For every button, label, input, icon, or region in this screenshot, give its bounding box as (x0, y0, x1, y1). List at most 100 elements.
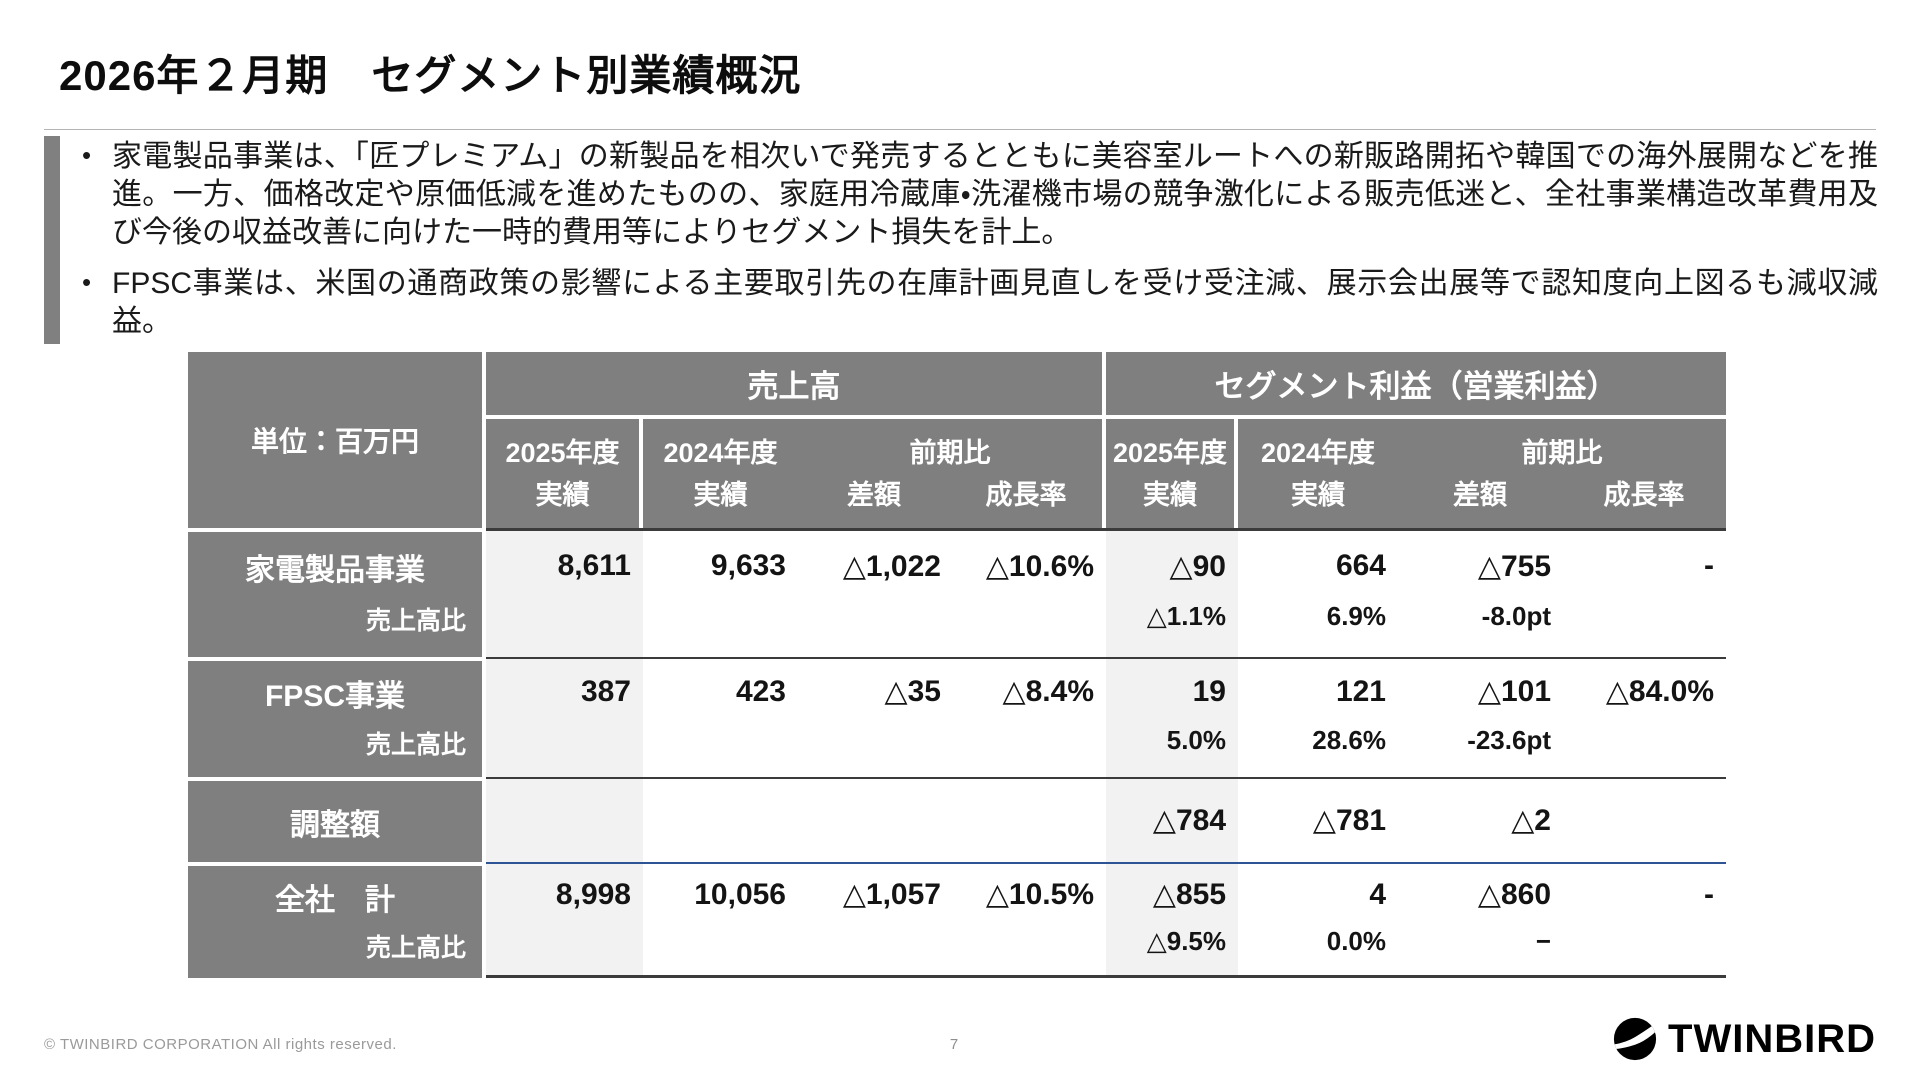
profit-group-header: セグメント利益（営業利益） (1106, 352, 1726, 419)
cell-subvalue (643, 926, 798, 975)
cell-subvalue (798, 601, 953, 657)
cell-subvalue (953, 926, 1106, 975)
col-header-actual: 実績 (693, 480, 748, 510)
table-cell: △860 − (1398, 862, 1563, 978)
table-cell: △1,022 (798, 528, 953, 657)
col-header-prev-pair: 差額 成長率 (798, 473, 1102, 512)
table-cell: △781 (1238, 777, 1398, 862)
cell-value: △755 (1477, 549, 1551, 583)
table-cell (1563, 777, 1726, 862)
table-cell: 4 0.0% (1238, 862, 1398, 978)
table-cell: 423 (643, 657, 798, 777)
cell-subvalue: -23.6pt (1467, 724, 1551, 755)
cell-subvalue: 5.0% (1166, 724, 1226, 755)
cell-subvalue (953, 725, 1106, 777)
cell-value: △84.0% (1605, 675, 1714, 709)
cell-value: △10.5% (985, 878, 1094, 912)
page-title: 2026年２月期 セグメント別業績概況 (59, 52, 802, 99)
cell-value: 10,056 (694, 877, 786, 911)
bullet-icon: • (82, 267, 92, 297)
table-cell (486, 777, 643, 862)
col-header-sales-fy2025: 2025年度 実績 (486, 419, 643, 528)
table-cell: △101 -23.6pt (1398, 657, 1563, 777)
bullet-appliance-business: • 家電製品事業は、「匠プレミアム」の新製品を相次いで発売するとともに美容室ルー… (78, 138, 1878, 252)
cell-value: 19 (1192, 674, 1226, 708)
col-header-sales-fy2024: 2024年度 実績 (643, 419, 798, 528)
col-header-actual: 実績 (1143, 480, 1197, 510)
cell-value: 8,998 (555, 877, 631, 911)
cell-value (1563, 779, 1726, 862)
row-label: 全社 計 (275, 884, 395, 918)
cell-value: △784 (1152, 804, 1226, 837)
cell-subvalue (798, 725, 953, 777)
col-header-diff: 差額 (847, 480, 901, 510)
col-header-year: 2024年度 (663, 438, 778, 468)
table-cell: △35 (798, 657, 953, 777)
cell-value: 121 (1335, 674, 1386, 708)
table-cell: 9,633 (643, 528, 798, 657)
segment-results-table: 単位：百万円 売上高 セグメント利益（営業利益） 2025年度 実績 2024年… (188, 352, 1726, 978)
row-sublabel: 売上高比 (365, 607, 466, 636)
table-cell: 10,056 (643, 862, 798, 978)
cell-value: △101 (1477, 675, 1551, 709)
cell-subvalue (1563, 725, 1726, 777)
table-cell: △755 -8.0pt (1398, 528, 1563, 657)
company-logo: TWINBIRD (1612, 1012, 1876, 1066)
bullet-icon: • (82, 140, 92, 170)
cell-value: △1,022 (842, 549, 941, 583)
cell-subvalue: △9.5% (1146, 925, 1226, 956)
cell-value: △8.4% (1002, 675, 1094, 709)
cell-subvalue (1563, 601, 1726, 657)
bullet-fpsc-business: • FPSC事業は、米国の通商政策の影響による主要取引先の在庫計画見直しを受け受… (78, 265, 1878, 341)
bullet-text: FPSC事業は、米国の通商政策の影響による主要取引先の在庫計画見直しを受け受注減… (112, 267, 1878, 338)
cell-value: △855 (1152, 878, 1226, 912)
cell-value: 664 (1335, 549, 1386, 582)
row-sublabel: 売上高比 (365, 731, 466, 760)
cell-subvalue: 0.0% (1326, 925, 1386, 956)
table-cell: △90 △1.1% (1106, 528, 1238, 657)
col-header-actual: 実績 (535, 480, 590, 510)
table-cell: 8,998 (486, 862, 643, 978)
cell-subvalue (486, 725, 643, 777)
table-cell (643, 777, 798, 862)
cell-subvalue: 28.6% (1312, 724, 1386, 755)
cell-subvalue (798, 926, 953, 975)
table-cell: 387 (486, 657, 643, 777)
cell-value: 9,633 (710, 549, 786, 582)
row-label: 調整額 (290, 808, 380, 842)
logo-wordmark: TWINBIRD (1668, 1016, 1876, 1061)
table-cell: △2 (1398, 777, 1563, 862)
sales-group-header: 売上高 (486, 352, 1106, 419)
cell-subvalue: 6.9% (1326, 601, 1386, 631)
cell-value: - (1704, 549, 1714, 582)
col-header-year: 2025年度 (505, 438, 620, 468)
cell-value: 4 (1369, 877, 1386, 911)
table-cell: △8.4% (953, 657, 1106, 777)
cell-subvalue (643, 725, 798, 777)
table-cell: - (1563, 862, 1726, 978)
row-label-cell: 調整額 (188, 777, 486, 862)
copyright-text: © TWINBIRD CORPORATION All rights reserv… (44, 1036, 397, 1053)
cell-subvalue (643, 601, 798, 657)
table-cell: 19 5.0% (1106, 657, 1238, 777)
bullet-text: 家電製品事業は、「匠プレミアム」の新製品を相次いで発売するとともに美容室ルートへ… (112, 140, 1878, 249)
cell-value: 387 (580, 674, 631, 708)
title-divider (44, 129, 1876, 130)
cell-value (486, 779, 643, 862)
cell-subvalue (486, 601, 643, 657)
col-header-sales-prev: 前期比 差額 成長率 (798, 419, 1106, 528)
table-cell: 8,611 (486, 528, 643, 657)
cell-value: △781 (1312, 804, 1386, 837)
table-cell: - (1563, 528, 1726, 657)
cell-subvalue (953, 601, 1106, 657)
col-header-actual: 実績 (1291, 480, 1345, 510)
row-label-cell: 家電製品事業 売上高比 (188, 528, 486, 657)
cell-subvalue: -8.0pt (1481, 601, 1551, 631)
col-header-prev-pair: 差額 成長率 (1398, 473, 1726, 512)
cell-value (953, 779, 1106, 862)
table-cell: △855 △9.5% (1106, 862, 1238, 978)
col-header-diff: 差額 (1453, 480, 1507, 510)
cell-subvalue: − (1535, 925, 1551, 956)
table-cell: △10.5% (953, 862, 1106, 978)
cell-value: △1,057 (842, 878, 941, 912)
